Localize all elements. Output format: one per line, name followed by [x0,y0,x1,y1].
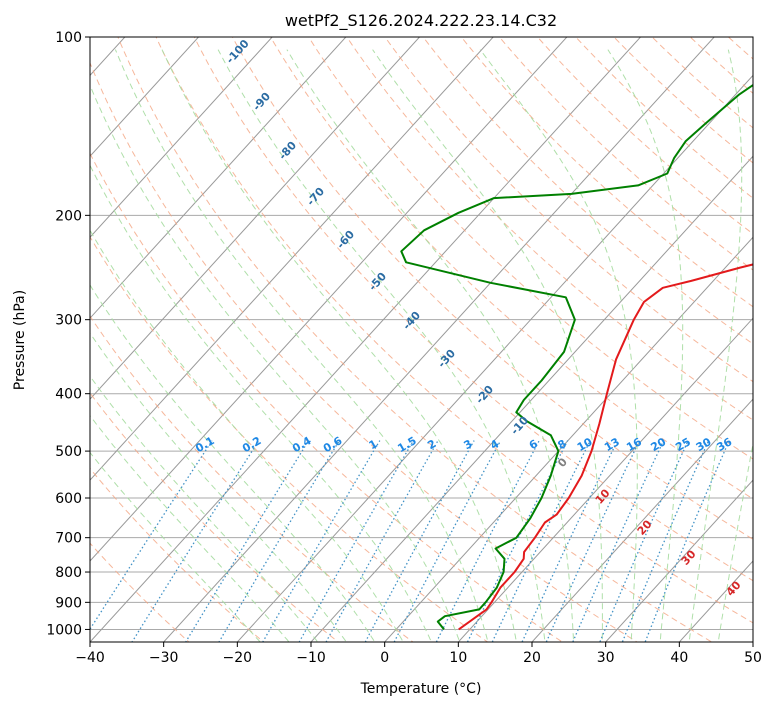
moist-adiabat-line [90,332,347,642]
x-tick-label: 10 [449,650,467,666]
dry-adiabat-line [613,37,753,164]
isotherm-line [90,37,642,642]
dry-adiabat-line [384,37,753,383]
x-tick-label: −40 [75,650,105,666]
y-tick-label: 1000 [46,622,82,638]
y-tick-label: 200 [55,208,82,224]
isotherm-line [90,37,421,400]
mixing-ratio-line [298,440,414,642]
moist-adiabat-line [688,49,743,642]
isotherm-line [90,37,568,562]
mixing-ratio-line [644,440,730,642]
isotherm-line [457,317,753,642]
y-tick-label: 400 [55,387,82,403]
mixing-ratio-line [131,440,260,642]
y-tick-label: 300 [55,313,82,329]
mixing-ratio-line [262,440,381,642]
dry-adiabat-line [193,37,753,582]
dry-adiabat-line [346,37,753,421]
x-tick-label: 0 [380,650,389,666]
dry-adiabat-line [90,61,638,642]
dry-adiabat-line [155,37,753,624]
moist-adiabat-line [90,284,376,642]
mixing-ratio-line [218,440,340,642]
mixing-ratio-line [185,440,310,642]
x-tick-label: 40 [670,650,688,666]
isotherm-line [383,236,753,642]
dry-adiabat-line [90,152,564,642]
mixing-ratio-line [393,440,502,642]
isotherm-line [90,37,494,481]
dry-adiabat-line [117,37,713,642]
mixing-ratio-line [325,440,439,642]
axes: −40 −30 −20 −10 0 10 20 30 40 50 1000 900 800 700 600 5… [46,30,762,666]
x-tick-label: 20 [523,650,541,666]
dry-adiabat-line [422,37,753,345]
moist-adiabat-line [286,49,575,642]
y-tick-label: 500 [55,444,82,460]
moist-adiabat-line [90,229,404,642]
x-tick-label: −30 [149,650,179,666]
isotherm-line [310,155,753,642]
dewpoint-profile-line [400,83,753,631]
dry-adiabat-line [231,37,753,540]
dry-adiabat-line [308,37,753,460]
moist-adiabat-line [114,49,489,642]
plot-frame [89,36,754,643]
mixing-ratio-line [364,440,475,642]
dry-adiabat-line [90,392,340,642]
isotherm-line [90,37,200,158]
isotherm-line [162,37,715,642]
dry-adiabat-line [90,235,489,642]
x-axis-title: Temperature (°C) [360,681,482,697]
dry-adiabat-line [269,37,753,500]
isotherm-line [90,37,273,238]
temperature-profile-line [458,263,753,631]
y-tick-label: 700 [55,531,82,547]
background-grid [90,37,753,642]
x-tick-label: 50 [744,650,762,666]
x-tick-label: 30 [597,650,615,666]
y-tick-label: 100 [55,30,82,46]
dry-adiabat-line [498,37,753,271]
chart-title: wetPf2_S126.2024.222.23.14.C32 [285,11,557,31]
y-tick-label: 900 [55,595,82,611]
moist-adiabat-line [90,84,461,642]
profile-series [400,83,753,631]
moist-adiabat-line [479,49,638,642]
isotherm-line [90,37,347,319]
dry-adiabat-line [90,315,414,642]
moist-adiabat-line [607,49,684,642]
moist-adiabat-line [717,441,753,642]
mixing-ratio-line [521,440,619,642]
isotherm-line [236,74,753,642]
moist-adiabat-line [161,49,518,642]
y-tick-label: 800 [55,565,82,581]
moist-adiabat-line [90,375,319,642]
moist-adiabat-line [217,49,546,642]
mixing-ratio-line [491,440,591,642]
y-tick-label: 600 [55,491,82,507]
dry-adiabat-line [90,542,190,642]
moist-adiabat-line [90,164,432,642]
isotherm-line [604,479,753,642]
isotherm-line [531,398,753,642]
dry-adiabat-line [536,37,753,235]
x-tick-label: −20 [223,650,253,666]
moist-adiabat-line [372,49,603,642]
moist-adiabat-line [90,414,290,642]
x-tick-label: −10 [296,650,326,666]
y-axis-title: Pressure (hPa) [12,290,28,390]
